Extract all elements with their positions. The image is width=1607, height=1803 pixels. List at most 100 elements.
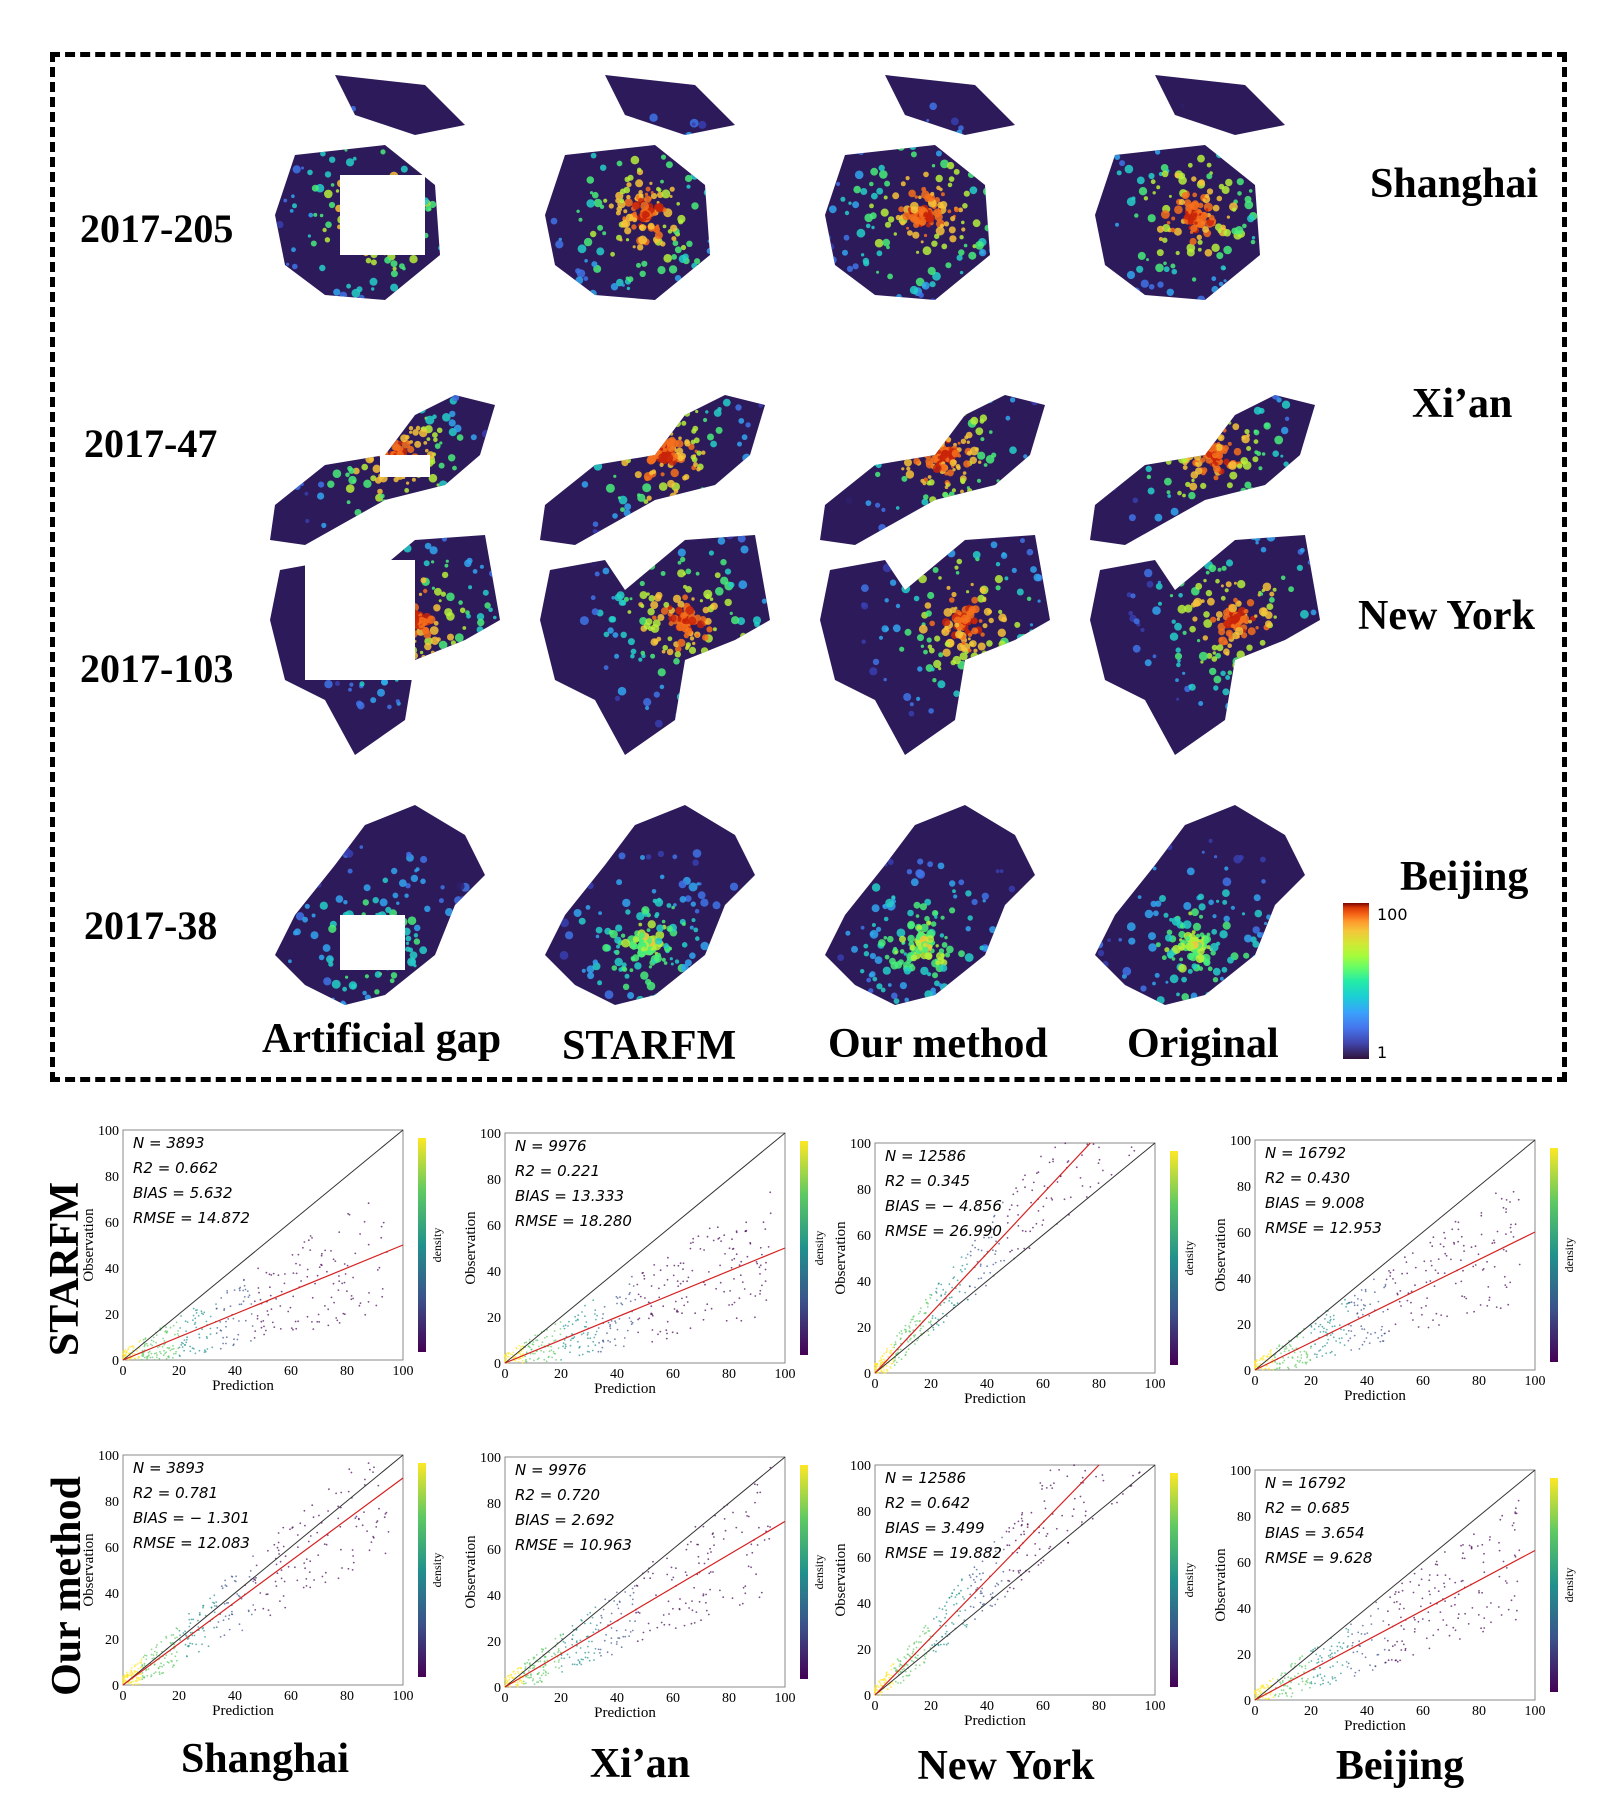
scatter-point bbox=[162, 1664, 165, 1666]
scatter-point bbox=[505, 1677, 507, 1679]
scatter-point bbox=[686, 1280, 688, 1283]
scatter-point bbox=[1301, 1680, 1304, 1683]
scatter-point bbox=[132, 1345, 134, 1347]
scatter-point bbox=[269, 1286, 271, 1289]
scatter-point bbox=[1288, 1349, 1290, 1352]
scatter-point bbox=[1445, 1624, 1448, 1626]
scatter-point bbox=[881, 1355, 884, 1358]
scatter-point bbox=[1396, 1293, 1399, 1296]
scatter-point bbox=[1394, 1323, 1397, 1326]
scatter-point bbox=[707, 1613, 710, 1616]
scatter-point bbox=[171, 1666, 174, 1668]
scatter-point bbox=[937, 1643, 940, 1646]
scatter-point bbox=[709, 1571, 712, 1573]
scatter-point bbox=[1377, 1653, 1380, 1656]
scatter-point bbox=[294, 1566, 296, 1569]
scatter-point bbox=[874, 1369, 877, 1372]
y-tick-label: 60 bbox=[487, 1219, 501, 1234]
scatter-point bbox=[586, 1613, 589, 1616]
scatter-point bbox=[126, 1350, 128, 1352]
scatter-point bbox=[1308, 1661, 1310, 1664]
scatter-point bbox=[587, 1651, 590, 1654]
scatter-point bbox=[254, 1582, 257, 1584]
scatter-point bbox=[700, 1619, 702, 1622]
scatter-point bbox=[164, 1330, 167, 1332]
density-colorbar bbox=[800, 1465, 808, 1679]
scatter-point bbox=[593, 1659, 595, 1661]
scatter-point bbox=[375, 1304, 378, 1307]
scatter-point bbox=[625, 1297, 627, 1300]
scatter-point bbox=[1284, 1691, 1287, 1694]
scatter-point bbox=[994, 1261, 997, 1264]
scatter-point bbox=[1331, 1677, 1334, 1680]
scatter-point bbox=[512, 1351, 515, 1354]
scatter-point bbox=[651, 1314, 654, 1317]
scatter-point bbox=[991, 1605, 993, 1607]
scatter-point bbox=[551, 1655, 553, 1658]
scatter-point bbox=[1352, 1651, 1355, 1654]
scatter-point bbox=[667, 1256, 669, 1259]
scatter-point bbox=[880, 1369, 883, 1372]
scatter-point bbox=[232, 1317, 235, 1320]
scatter-point bbox=[875, 1363, 878, 1365]
scatter-point bbox=[1341, 1664, 1344, 1666]
scatter-point bbox=[626, 1329, 629, 1332]
scatter-point bbox=[1454, 1603, 1456, 1606]
scatter-point bbox=[885, 1365, 888, 1367]
scatter-point bbox=[138, 1677, 140, 1680]
scatter-point bbox=[1329, 1316, 1332, 1318]
stat-label: N = 12586 bbox=[885, 1469, 966, 1487]
scatter-point bbox=[271, 1321, 274, 1324]
scatter-point bbox=[1016, 1204, 1019, 1207]
scatter-point bbox=[1310, 1682, 1313, 1685]
scatter-point bbox=[890, 1367, 892, 1369]
scatter-point bbox=[717, 1238, 720, 1240]
scatter-point bbox=[1329, 1649, 1331, 1652]
scatter-point bbox=[548, 1350, 551, 1353]
scatter-point bbox=[355, 1525, 358, 1528]
stat-label: BIAS = − 4.856 bbox=[885, 1197, 1002, 1215]
scatter-point bbox=[256, 1315, 259, 1317]
y-tick-label: 60 bbox=[1237, 1226, 1251, 1241]
scatter-point bbox=[1454, 1220, 1457, 1223]
scatter-point bbox=[292, 1328, 294, 1331]
scatter-point bbox=[1084, 1469, 1087, 1472]
scatter-point bbox=[1284, 1672, 1286, 1675]
scatter-point bbox=[257, 1267, 259, 1270]
scatter-point bbox=[254, 1579, 257, 1582]
scatter-point bbox=[698, 1600, 701, 1603]
scatter-point bbox=[1262, 1697, 1264, 1699]
scatter-point bbox=[731, 1597, 734, 1600]
scatter-point bbox=[724, 1253, 726, 1255]
scatter-point bbox=[185, 1655, 188, 1657]
scatter-point bbox=[587, 1337, 589, 1340]
scatter-point bbox=[976, 1260, 979, 1263]
scatter-point bbox=[893, 1344, 896, 1346]
scatter-point bbox=[169, 1326, 172, 1329]
scatter-point bbox=[935, 1640, 938, 1642]
scatter-point bbox=[196, 1309, 198, 1311]
scatter-point bbox=[944, 1616, 946, 1619]
scatter-point bbox=[968, 1574, 971, 1577]
scatter-point bbox=[278, 1553, 280, 1555]
x-tick-label: 40 bbox=[1360, 1374, 1374, 1389]
scatter-point bbox=[1290, 1677, 1292, 1679]
scatter-point bbox=[292, 1272, 295, 1274]
scatter-point bbox=[609, 1323, 612, 1326]
scatter-point bbox=[1254, 1365, 1257, 1368]
scatter-point bbox=[749, 1241, 752, 1244]
scatter-point bbox=[890, 1352, 892, 1355]
scatter-point bbox=[638, 1612, 641, 1614]
scatter-point bbox=[280, 1290, 283, 1293]
scatter-point bbox=[1420, 1605, 1422, 1608]
scatter-point bbox=[1434, 1269, 1437, 1272]
scatter-point bbox=[672, 1274, 675, 1277]
scatter-point bbox=[1255, 1689, 1258, 1692]
scatter-point bbox=[1327, 1338, 1330, 1341]
scatter-point bbox=[697, 1235, 700, 1238]
scatter-point bbox=[279, 1328, 282, 1330]
scatter-point bbox=[1315, 1653, 1318, 1656]
scatter-point bbox=[184, 1630, 186, 1633]
scatter-point bbox=[1026, 1523, 1029, 1526]
scatter-point bbox=[916, 1320, 918, 1322]
